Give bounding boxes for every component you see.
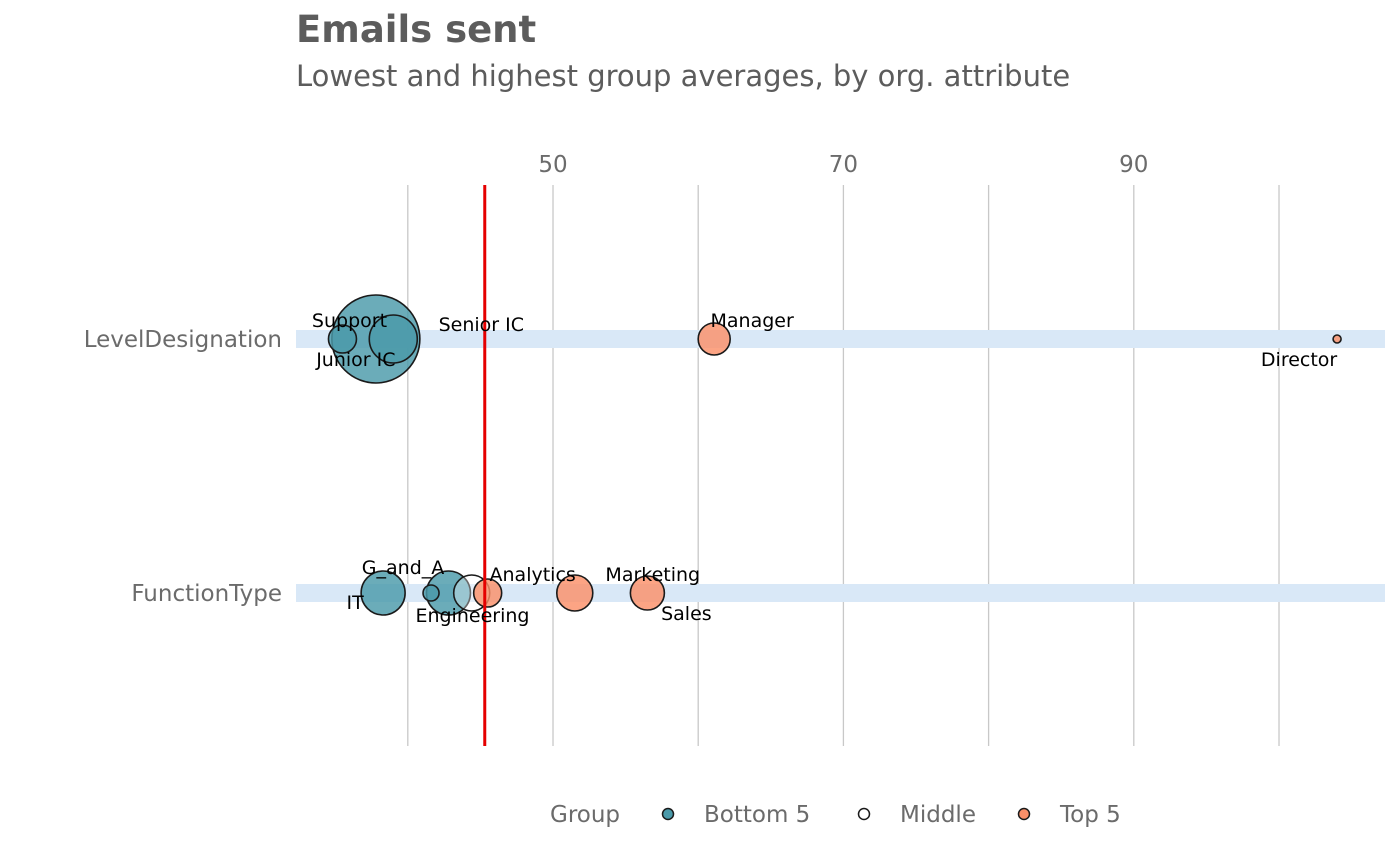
label-senior-ic: Senior IC [439,314,524,336]
label-analytics: Analytics [490,564,576,586]
band-leveldesignation [296,330,1385,348]
point-senior-ic [368,314,419,364]
label-it: IT [347,592,365,614]
legend-label-bottom-5: Bottom 5 [704,802,810,828]
point-director [1332,334,1342,344]
label-manager: Manager [711,310,794,332]
label-junior-ic: Junior IC [315,349,395,371]
legend-key-top-5 [1017,807,1031,821]
chart-subtitle: Lowest and highest group averages, by or… [296,59,1070,93]
data-points [327,294,1342,616]
point-labels: Support Junior IC Senior IC Manager Director… [312,310,1338,627]
category-bands [296,330,1385,602]
legend-label-middle: Middle [900,802,976,828]
point-g-and-a [422,584,440,602]
x-tick-90: 90 [1119,152,1148,178]
gridlines [407,185,1280,746]
chart-title: Emails sent [296,8,536,51]
point-it [360,570,406,616]
point-support [327,324,358,354]
label-support: Support [312,310,387,332]
legend-title: Group [550,802,620,828]
x-tick-50: 50 [538,152,567,178]
label-engineering: Engineering [415,605,529,627]
point-analytics [472,578,503,608]
label-director: Director [1261,349,1338,371]
point-manager [697,322,731,356]
point-sales [629,575,666,611]
label-g-and-a: G_and_A [362,557,444,579]
legend-key-bottom-5 [661,807,675,821]
y-axis-labels: LevelDesignation FunctionType [84,327,282,607]
y-label-functiontype: FunctionType [131,581,282,607]
x-axis-ticks: 50 70 90 [538,152,1148,178]
legend: Group Bottom 5 Middle Top 5 [550,802,1121,828]
label-marketing: Marketing [605,564,700,586]
x-tick-70: 70 [829,152,858,178]
y-label-leveldesignation: LevelDesignation [84,327,282,353]
point-marketing [555,574,594,612]
legend-key-middle [857,807,871,821]
legend-label-top-5: Top 5 [1059,802,1121,828]
label-sales: Sales [661,603,712,625]
